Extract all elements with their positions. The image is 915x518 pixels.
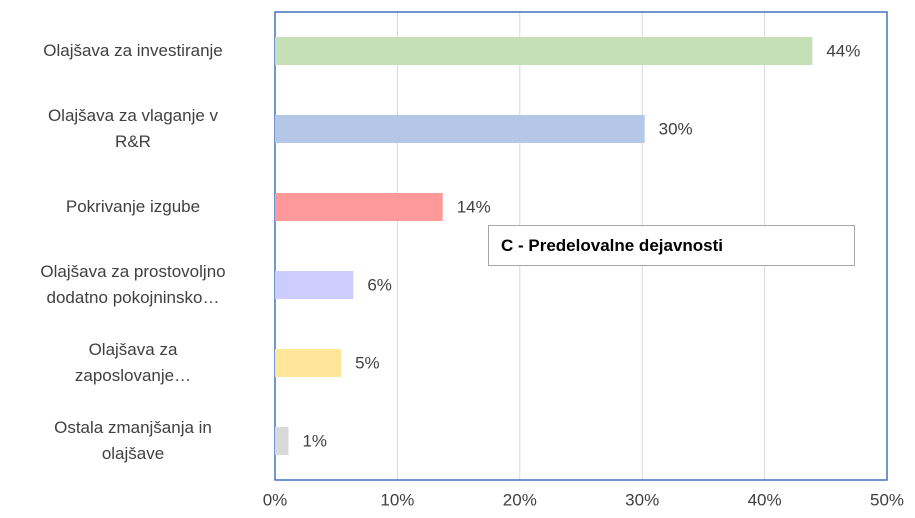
x-tick-label: 30% xyxy=(625,490,659,509)
y-tick-label: Olajšava za investiranje xyxy=(43,41,223,60)
y-tick-label: Pokrivanje izgube xyxy=(65,197,201,216)
x-tick-label: 50% xyxy=(870,490,904,509)
data-label: 44% xyxy=(826,41,860,60)
x-tick-label: 20% xyxy=(503,490,537,509)
data-label: 1% xyxy=(302,431,327,450)
data-label: 5% xyxy=(355,353,380,372)
bar xyxy=(275,193,443,221)
bar xyxy=(275,427,289,455)
x-tick-label: 40% xyxy=(748,490,782,509)
y-tick-label: Olajšava za prostovoljno dodatno pokojni… xyxy=(40,262,226,307)
y-tick-label: Ostala zmanjšanja in olajšave xyxy=(54,418,212,463)
data-label: 6% xyxy=(367,275,392,294)
x-tick-label: 0% xyxy=(263,490,288,509)
plot-border xyxy=(274,11,888,481)
annotation: C - Predelovalne dejavnosti xyxy=(488,225,855,266)
x-tick-label: 10% xyxy=(380,490,414,509)
bar xyxy=(275,37,813,65)
bar xyxy=(275,271,354,299)
data-label: 30% xyxy=(659,119,693,138)
y-tick-label: Olajšava za vlaganje v R&R xyxy=(47,106,219,151)
data-label: 14% xyxy=(457,197,491,216)
bar xyxy=(275,115,645,143)
y-tick-label: Olajšava za zaposlovanje… xyxy=(74,340,192,385)
bar xyxy=(275,349,342,377)
